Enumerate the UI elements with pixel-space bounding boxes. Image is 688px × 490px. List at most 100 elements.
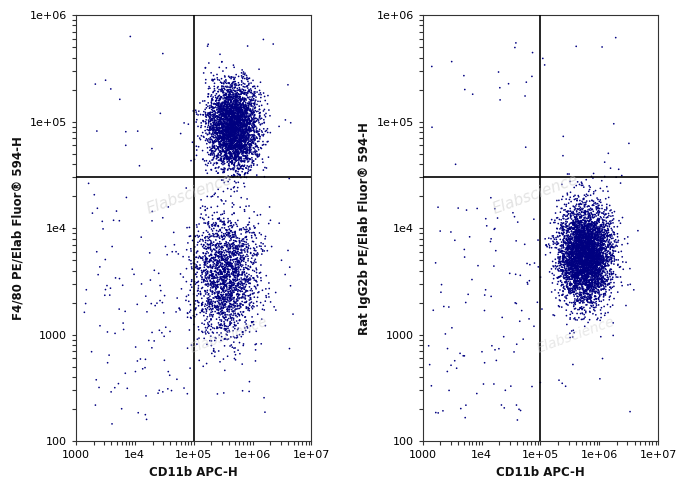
- Point: [564, 262, 575, 270]
- Point: [576, 217, 587, 225]
- Point: [581, 261, 592, 269]
- Point: [495, 96, 506, 104]
- Point: [204, 231, 215, 239]
- Point: [237, 95, 248, 102]
- Point: [579, 256, 590, 264]
- Point: [568, 271, 579, 279]
- Point: [192, 264, 203, 272]
- Point: [227, 150, 238, 158]
- Point: [579, 228, 590, 236]
- Point: [210, 129, 221, 137]
- Point: [594, 209, 605, 217]
- Point: [231, 284, 242, 292]
- Point: [599, 231, 610, 239]
- Point: [226, 301, 237, 309]
- Point: [524, 261, 535, 269]
- Point: [215, 305, 226, 313]
- Point: [591, 218, 602, 226]
- Point: [237, 252, 248, 260]
- Point: [215, 129, 226, 137]
- Point: [589, 275, 600, 283]
- Point: [235, 119, 246, 127]
- Point: [238, 103, 249, 111]
- Point: [571, 213, 582, 221]
- Point: [590, 271, 601, 279]
- Point: [219, 300, 230, 308]
- Point: [215, 294, 226, 301]
- Point: [239, 140, 250, 148]
- Point: [239, 71, 250, 78]
- Point: [561, 278, 572, 286]
- Point: [596, 245, 607, 252]
- Point: [579, 207, 590, 215]
- Point: [238, 163, 249, 171]
- Point: [599, 292, 610, 300]
- Point: [586, 248, 597, 256]
- Point: [563, 285, 574, 293]
- Point: [240, 149, 251, 157]
- Point: [253, 130, 264, 138]
- Point: [596, 254, 608, 262]
- Point: [558, 284, 569, 292]
- Point: [230, 101, 241, 109]
- Point: [587, 277, 598, 285]
- Point: [566, 239, 577, 247]
- Point: [239, 234, 250, 242]
- Point: [574, 284, 585, 292]
- Point: [241, 118, 252, 126]
- Point: [235, 225, 246, 233]
- Point: [209, 138, 220, 146]
- Point: [256, 127, 267, 135]
- Point: [250, 155, 261, 163]
- Point: [260, 127, 271, 135]
- Point: [215, 305, 226, 313]
- Point: [572, 275, 583, 283]
- Point: [231, 107, 242, 115]
- Point: [235, 108, 246, 116]
- Point: [224, 101, 235, 109]
- Point: [237, 129, 248, 137]
- Point: [213, 304, 224, 312]
- Point: [563, 246, 574, 254]
- Point: [217, 115, 228, 123]
- Point: [233, 103, 244, 111]
- Point: [232, 139, 243, 147]
- Point: [575, 270, 586, 277]
- Point: [217, 147, 228, 154]
- Point: [219, 120, 230, 127]
- Point: [600, 226, 611, 234]
- Point: [591, 272, 602, 280]
- Point: [590, 264, 601, 272]
- Point: [574, 304, 585, 312]
- Point: [209, 254, 220, 262]
- Point: [204, 126, 215, 134]
- Point: [572, 269, 583, 276]
- Point: [552, 278, 563, 286]
- Point: [563, 210, 574, 218]
- Point: [593, 276, 604, 284]
- Point: [230, 94, 241, 102]
- Point: [132, 357, 143, 365]
- Point: [572, 231, 583, 239]
- Point: [232, 116, 243, 124]
- Point: [570, 228, 581, 236]
- Point: [581, 239, 592, 246]
- Point: [248, 92, 259, 99]
- Point: [121, 194, 132, 201]
- Point: [233, 283, 244, 291]
- Point: [156, 329, 167, 337]
- Point: [249, 132, 260, 140]
- Point: [586, 251, 597, 259]
- Point: [233, 137, 244, 145]
- Point: [572, 248, 583, 256]
- Point: [219, 242, 230, 249]
- Point: [234, 150, 245, 158]
- Point: [583, 188, 594, 196]
- Point: [235, 163, 246, 171]
- Point: [255, 115, 266, 123]
- Point: [217, 142, 228, 149]
- Point: [257, 286, 268, 294]
- Point: [581, 257, 592, 265]
- Point: [219, 221, 230, 229]
- Point: [579, 271, 590, 279]
